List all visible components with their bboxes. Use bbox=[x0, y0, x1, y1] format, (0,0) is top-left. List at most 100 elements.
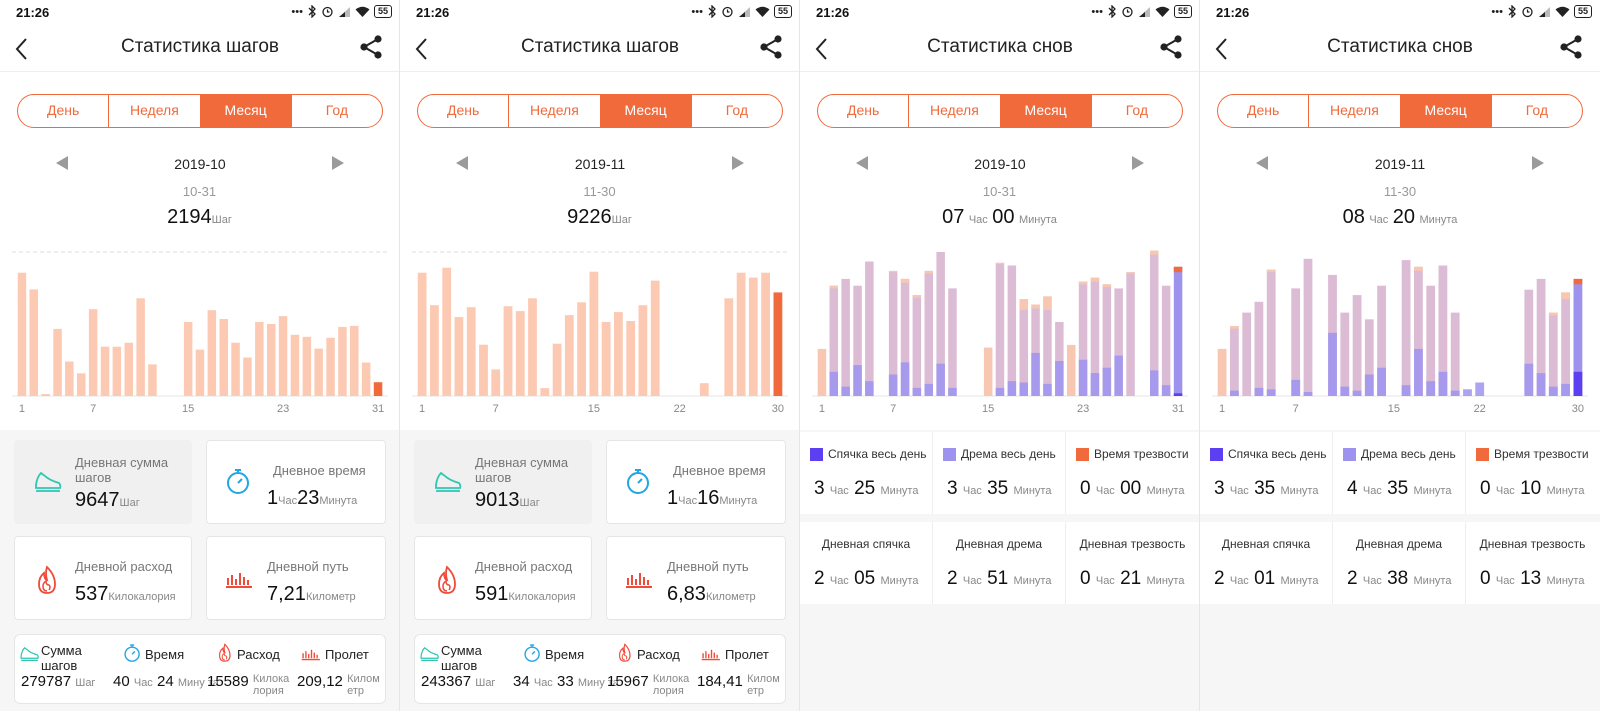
chart-bar-top bbox=[1126, 272, 1135, 274]
chart-bar-stack bbox=[1114, 288, 1123, 396]
chart-bar-stack bbox=[1230, 326, 1239, 396]
month-label: 2019-10 bbox=[174, 156, 226, 172]
chart-bar-stack bbox=[900, 278, 910, 396]
tab-day[interactable]: День bbox=[418, 95, 510, 127]
chart-bar-stack bbox=[912, 295, 922, 396]
tab-year[interactable]: Год bbox=[325, 102, 349, 118]
status-time: 21:26 bbox=[1216, 5, 1250, 20]
daily-deep-sleep-hours: 2 bbox=[814, 568, 825, 589]
tab-week[interactable]: Неделя bbox=[909, 95, 1001, 127]
total-deep-sleep-value: 3 Час 25 Минута bbox=[814, 478, 918, 500]
total-burn-number: 15589 bbox=[207, 673, 249, 690]
back-arrow-icon[interactable] bbox=[810, 34, 834, 64]
chart-bar-deep bbox=[1426, 381, 1436, 396]
chart-bar bbox=[761, 272, 770, 396]
total-burn-label: Расход bbox=[237, 647, 280, 662]
chart-bar bbox=[267, 324, 276, 396]
shoe-icon bbox=[419, 645, 440, 665]
chart-bar-top bbox=[995, 262, 1005, 265]
daily-burn-label: Дневной расход bbox=[75, 559, 173, 574]
chart-bar bbox=[454, 317, 464, 396]
sleep-total-row: Спячка весь день 3 Час 25 Минута Дрема в… bbox=[800, 432, 1199, 514]
next-month-icon[interactable] bbox=[1132, 156, 1144, 170]
chart-tick-label: 7 bbox=[90, 403, 96, 415]
next-month-icon[interactable] bbox=[732, 156, 744, 170]
chart-bar bbox=[614, 312, 623, 396]
daily-steps-value: 9647Шаг bbox=[75, 489, 140, 512]
prev-month-icon[interactable] bbox=[856, 156, 868, 170]
bluetooth-icon bbox=[1108, 5, 1116, 18]
chart-bar-stack bbox=[1150, 250, 1159, 396]
tab-month[interactable]: Месяц bbox=[1000, 95, 1092, 127]
chart-bar bbox=[479, 344, 488, 396]
back-arrow-icon[interactable] bbox=[410, 34, 434, 64]
daily-light-sleep: Дневная дрема 2 Час 38 Минута bbox=[1333, 522, 1466, 604]
daily-light-sleep-minutes: 51 bbox=[987, 568, 1009, 589]
tab-month[interactable]: Месяц bbox=[600, 95, 692, 127]
chart-bar-stack bbox=[1067, 344, 1076, 396]
total-burn-value: 15589 Килока лория bbox=[207, 673, 293, 697]
total-burn-value: 15967 Килока лория bbox=[607, 673, 693, 697]
daily-time-hours-unit: Час bbox=[678, 495, 698, 507]
total-awake-minutes-unit: Минута bbox=[1546, 485, 1585, 497]
total-awake-value: 0 Час 00 Минута bbox=[1080, 478, 1184, 500]
tab-day[interactable]: День bbox=[18, 95, 110, 127]
chart-bar-top bbox=[1230, 326, 1239, 329]
timer-icon bbox=[523, 643, 541, 666]
daily-burn-label: Дневной расход bbox=[475, 559, 573, 574]
next-month-icon[interactable] bbox=[332, 156, 344, 170]
steps-statistics-screen: 21:26 ••• 55 Статистика шагов День Неделя… bbox=[400, 0, 800, 711]
total-awake: Время трезвости 0 Час 00 Минута bbox=[1066, 432, 1199, 514]
totals-card: Сумма шагов 243367 Шаг Время 34 Час 33 М… bbox=[414, 634, 786, 704]
daily-steps-label: Дневная сумма шагов bbox=[475, 455, 569, 485]
timer-icon bbox=[625, 467, 651, 500]
share-icon[interactable] bbox=[358, 34, 384, 60]
prev-month-icon[interactable] bbox=[456, 156, 468, 170]
daily-path-value: 6,83Километр bbox=[667, 583, 756, 606]
next-month-icon[interactable] bbox=[1532, 156, 1544, 170]
share-icon[interactable] bbox=[758, 34, 784, 60]
total-burn: Расход 15589 Килока лория bbox=[207, 635, 295, 703]
tab-month[interactable]: Месяц bbox=[1400, 95, 1492, 127]
tab-week[interactable]: Неделя bbox=[109, 95, 201, 127]
prev-month-icon[interactable] bbox=[1256, 156, 1268, 170]
chart-bar-deep bbox=[865, 381, 874, 396]
chart-bar-stack bbox=[1031, 304, 1040, 396]
top-bar: Статистика снов bbox=[1200, 26, 1600, 72]
status-time: 21:26 bbox=[816, 5, 850, 20]
daily-time-value: 1Час23Минута bbox=[267, 487, 357, 510]
total-awake-hours: 0 bbox=[1080, 478, 1091, 499]
alarm-icon bbox=[1522, 6, 1533, 18]
chart-bar-stack bbox=[1401, 260, 1411, 396]
chart-bar-stack bbox=[983, 347, 993, 396]
dots-icon: ••• bbox=[1091, 5, 1103, 18]
prev-month-icon[interactable] bbox=[56, 156, 68, 170]
top-bar: Статистика шагов bbox=[400, 26, 799, 72]
tab-year[interactable]: Год bbox=[1525, 102, 1549, 118]
tab-day[interactable]: День bbox=[818, 95, 910, 127]
back-arrow-icon[interactable] bbox=[10, 34, 34, 64]
tab-year[interactable]: Год bbox=[1125, 102, 1149, 118]
chart-tick-label: 22 bbox=[1474, 403, 1486, 415]
chart-tick-label: 7 bbox=[493, 403, 499, 415]
tab-month[interactable]: Месяц bbox=[200, 95, 292, 127]
tab-week[interactable]: Неделя bbox=[1309, 95, 1401, 127]
chart-bar bbox=[528, 298, 537, 396]
daily-deep-sleep-value: 2 Час 05 Минута bbox=[814, 568, 918, 590]
daily-awake-hours: 0 bbox=[1480, 568, 1491, 589]
steps-chart: 1 7 15 22 30 bbox=[412, 251, 788, 415]
chart-tick-label: 23 bbox=[1077, 403, 1089, 415]
tab-day[interactable]: День bbox=[1218, 95, 1310, 127]
alarm-icon bbox=[322, 6, 333, 18]
daily-awake-minutes: 13 bbox=[1520, 568, 1542, 589]
daily-burn-unit: Килокалория bbox=[108, 591, 176, 603]
share-icon[interactable] bbox=[1558, 34, 1584, 60]
tab-week[interactable]: Неделя bbox=[509, 95, 601, 127]
share-icon[interactable] bbox=[1158, 34, 1184, 60]
back-arrow-icon[interactable] bbox=[1210, 34, 1234, 64]
chart-bar bbox=[361, 362, 371, 396]
total-flight-value: 184,41 Килом етр bbox=[697, 673, 781, 697]
tab-year[interactable]: Год bbox=[725, 102, 749, 118]
chart-bar-top bbox=[1019, 299, 1028, 310]
chart-bar bbox=[515, 311, 525, 396]
